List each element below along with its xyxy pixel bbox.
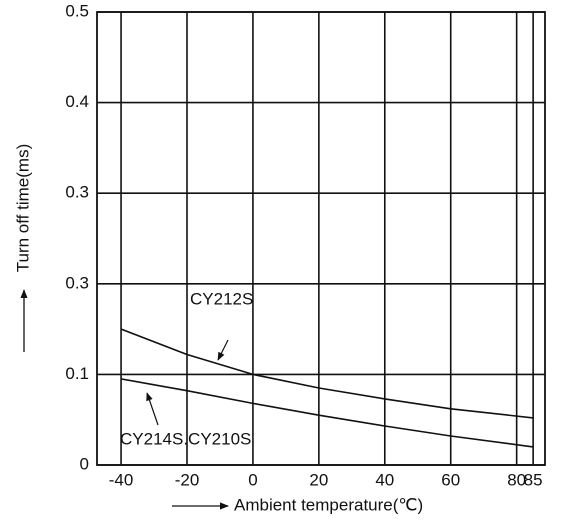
x-tick-label: 85	[524, 470, 543, 489]
y-axis-label: Turn off time(ms)	[13, 144, 32, 272]
x-axis-label: Ambient temperature(℃)	[234, 495, 423, 514]
y-tick-label: 0.5	[65, 1, 89, 20]
y-tick-label: 0.3	[65, 183, 89, 202]
y-tick-label: 0	[80, 454, 89, 473]
x-tick-label: 0	[248, 470, 257, 489]
y-tick-label: 0.1	[65, 364, 89, 383]
label-arrow	[146, 392, 159, 426]
y-tick-label: 0.3	[65, 273, 89, 292]
series-line	[120, 378, 534, 448]
series-label: CY214S.CY210S	[120, 429, 251, 448]
series-line	[120, 328, 534, 419]
plot-frame	[96, 11, 546, 466]
x-tick-label: 40	[375, 470, 394, 489]
x-tick-label: 80	[507, 470, 526, 489]
y-tick-label: 0.4	[65, 92, 89, 111]
x-tick-label: 60	[441, 470, 460, 489]
x-tick-label: -20	[175, 470, 200, 489]
series-label: CY212S	[190, 289, 253, 308]
x-tick-label: -40	[109, 470, 134, 489]
x-tick-label: 20	[309, 470, 328, 489]
label-arrow	[217, 339, 229, 361]
